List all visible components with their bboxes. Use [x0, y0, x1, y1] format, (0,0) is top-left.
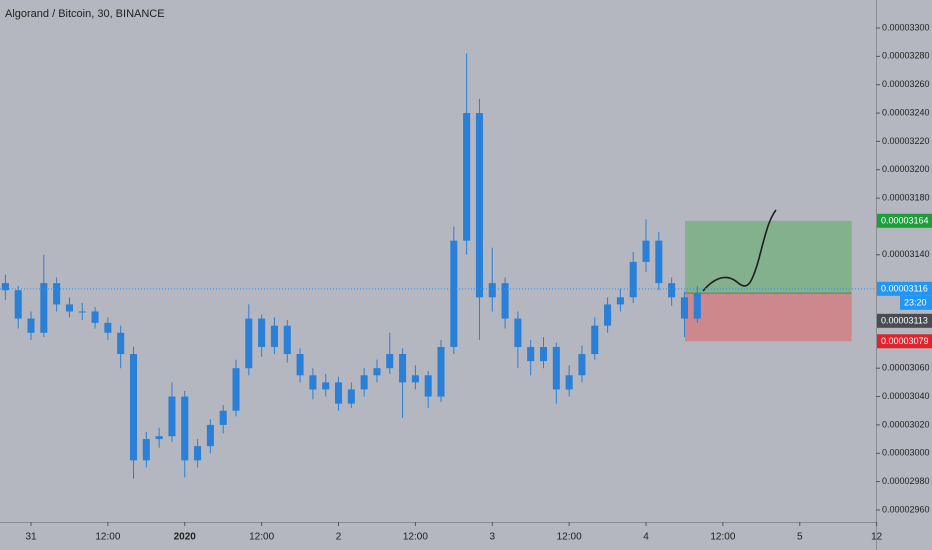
candle-body — [463, 113, 471, 241]
candle-body — [629, 261, 637, 298]
countdown-label: 23:20 — [904, 298, 927, 308]
x-tick-label: 12:00 — [557, 532, 582, 543]
candle-body — [642, 240, 650, 262]
candle-body — [14, 290, 22, 319]
target-zone — [685, 220, 852, 294]
candle-body — [104, 322, 112, 333]
target-label: 0.00003164 — [881, 216, 929, 226]
y-tick-label: 0.00003200 — [882, 164, 930, 174]
candle-body — [373, 368, 381, 376]
y-tick-label: 0.00002960 — [882, 504, 930, 514]
x-tick-label: 12:00 — [710, 532, 735, 543]
stop-badge — [877, 334, 932, 349]
y-tick-label: 0.00003280 — [882, 51, 930, 61]
candle-body — [539, 346, 548, 362]
countdown-badge — [900, 295, 932, 310]
candle-body — [117, 332, 125, 355]
candle-body — [65, 304, 73, 312]
candle-body — [399, 354, 407, 383]
candle-body — [258, 318, 266, 347]
y-tick-label: 0.00003220 — [882, 136, 930, 146]
x-tick-label: 4 — [643, 532, 649, 543]
drawing-curve — [702, 209, 777, 292]
y-tick-label: 0.00003260 — [882, 79, 930, 89]
candle-body — [334, 382, 343, 404]
candle-body — [322, 382, 330, 390]
candle-body — [527, 346, 535, 362]
stop-zone — [685, 293, 852, 342]
y-tick-label: 0.00003240 — [882, 107, 930, 117]
chart-title: Algorand / Bitcoin, 30, BINANCE — [5, 8, 165, 20]
x-tick-label: 12:00 — [249, 532, 274, 543]
y-tick-label: 0.00003060 — [882, 363, 930, 373]
candle-body — [565, 375, 573, 390]
candle-body — [91, 311, 99, 323]
candle-body — [347, 389, 355, 404]
candle-body — [655, 240, 663, 284]
candle-body — [514, 318, 522, 347]
candle-body — [552, 346, 560, 390]
x-tick-label: 3 — [489, 532, 495, 543]
x-tick-label: 5 — [797, 532, 803, 543]
candle-body — [194, 446, 202, 461]
candle-body — [40, 283, 48, 333]
last-price-badge — [877, 281, 932, 296]
y-tick-label: 0.00003040 — [882, 391, 930, 401]
candle-body — [411, 375, 419, 383]
candle-body — [155, 436, 163, 440]
candle-body — [219, 410, 227, 425]
last-price-label: 0.00003116 — [881, 284, 928, 294]
y-tick-label: 0.00003180 — [882, 192, 930, 202]
candle-body — [591, 325, 599, 355]
y-tick-label: 0.00003020 — [882, 419, 930, 429]
y-tick-label: 0.00003300 — [882, 22, 930, 32]
candle-body — [53, 283, 61, 305]
candle-body — [501, 283, 509, 319]
candle-body — [604, 304, 612, 326]
candle-body — [437, 346, 445, 397]
candle-body — [450, 240, 458, 347]
candle-body — [578, 354, 586, 376]
candle-body — [245, 318, 253, 369]
x-tick-label: 31 — [25, 532, 37, 543]
candle-body — [283, 325, 291, 355]
entry-badge — [877, 313, 932, 328]
x-tick-label: 12:00 — [403, 532, 428, 543]
candle-body — [142, 439, 150, 461]
candle-body — [129, 354, 138, 461]
candle-body — [1, 283, 9, 291]
candle-body — [78, 311, 86, 313]
y-tick-label: 0.00002980 — [882, 476, 930, 486]
x-tick-label: 2020 — [174, 532, 197, 543]
entry-label: 0.00003113 — [881, 316, 928, 326]
x-tick-label: 12 — [871, 532, 883, 543]
candle-body — [206, 424, 214, 447]
price-axis — [876, 0, 932, 550]
candle-body — [232, 368, 240, 411]
candle-body — [27, 318, 35, 333]
x-tick-label: 2 — [336, 532, 342, 543]
x-tick-label: 12:00 — [95, 532, 120, 543]
candle-body — [488, 283, 496, 298]
candle-body — [309, 375, 317, 390]
candle-body — [360, 375, 368, 390]
candle-body — [424, 375, 432, 397]
candle-body — [475, 113, 483, 298]
candle-body — [181, 396, 189, 461]
candle-body — [296, 354, 304, 376]
candle-body — [668, 283, 676, 298]
y-tick-label: 0.00003000 — [882, 448, 930, 458]
candle-body — [386, 354, 394, 369]
target-badge — [877, 213, 932, 228]
stop-label: 0.00003079 — [881, 336, 929, 346]
candle-body — [270, 325, 278, 347]
candle-body — [168, 396, 176, 437]
candle-body — [693, 293, 701, 319]
y-tick-label: 0.00003140 — [882, 249, 930, 259]
candle-body — [680, 297, 688, 319]
candle-body — [616, 297, 624, 305]
